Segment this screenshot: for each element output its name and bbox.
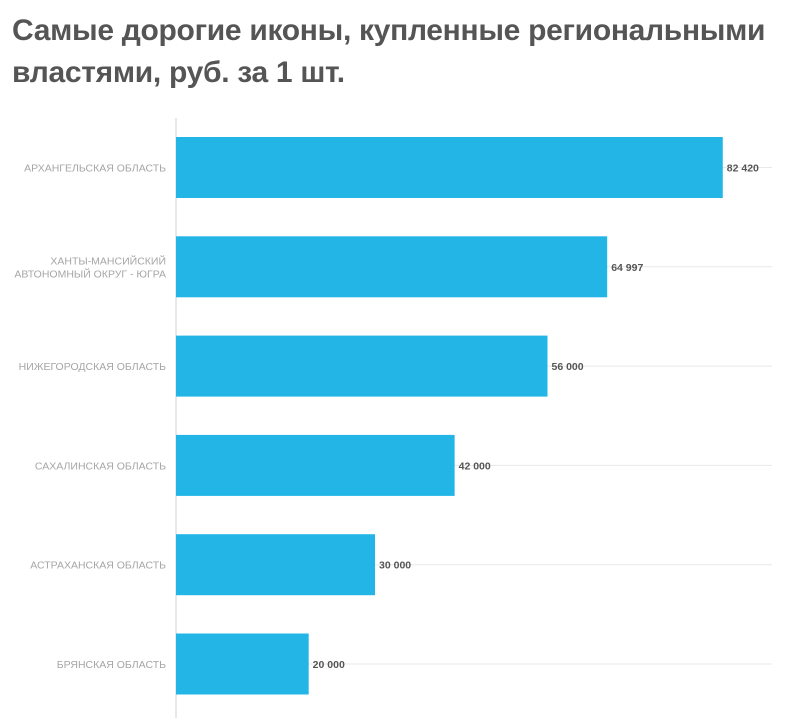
bar <box>176 434 455 496</box>
value-label: 20 000 <box>313 659 345 671</box>
value-label: 64 997 <box>611 262 643 274</box>
category-label: НИЖЕГОРОДСКАЯ ОБЛАСТЬ <box>19 361 166 373</box>
category-label: АСТРАХАНСКАЯ ОБЛАСТЬ <box>30 560 166 572</box>
value-label: 42 000 <box>459 460 491 472</box>
category-label: АРХАНГЕЛЬСКАЯ ОБЛАСТЬ <box>24 163 166 175</box>
bar <box>176 137 723 198</box>
category-label: ХАНТЫ-МАНСИЙСКИЙ АВТОНОМНЫЙ ОКРУГ - ЮГРА <box>14 254 166 280</box>
value-label: 30 000 <box>379 560 411 572</box>
category-label: САХАЛИНСКАЯ ОБЛАСТЬ <box>35 460 166 472</box>
value-label: 82 420 <box>727 163 759 175</box>
value-label: 56 000 <box>552 361 584 373</box>
bar <box>176 633 309 695</box>
bar <box>176 534 376 596</box>
bar <box>176 335 548 397</box>
chart-title: Самые дорогие иконы, купленные региональ… <box>12 14 766 89</box>
category-label: БРЯНСКАЯ ОБЛАСТЬ <box>57 659 166 671</box>
bar <box>176 236 608 298</box>
